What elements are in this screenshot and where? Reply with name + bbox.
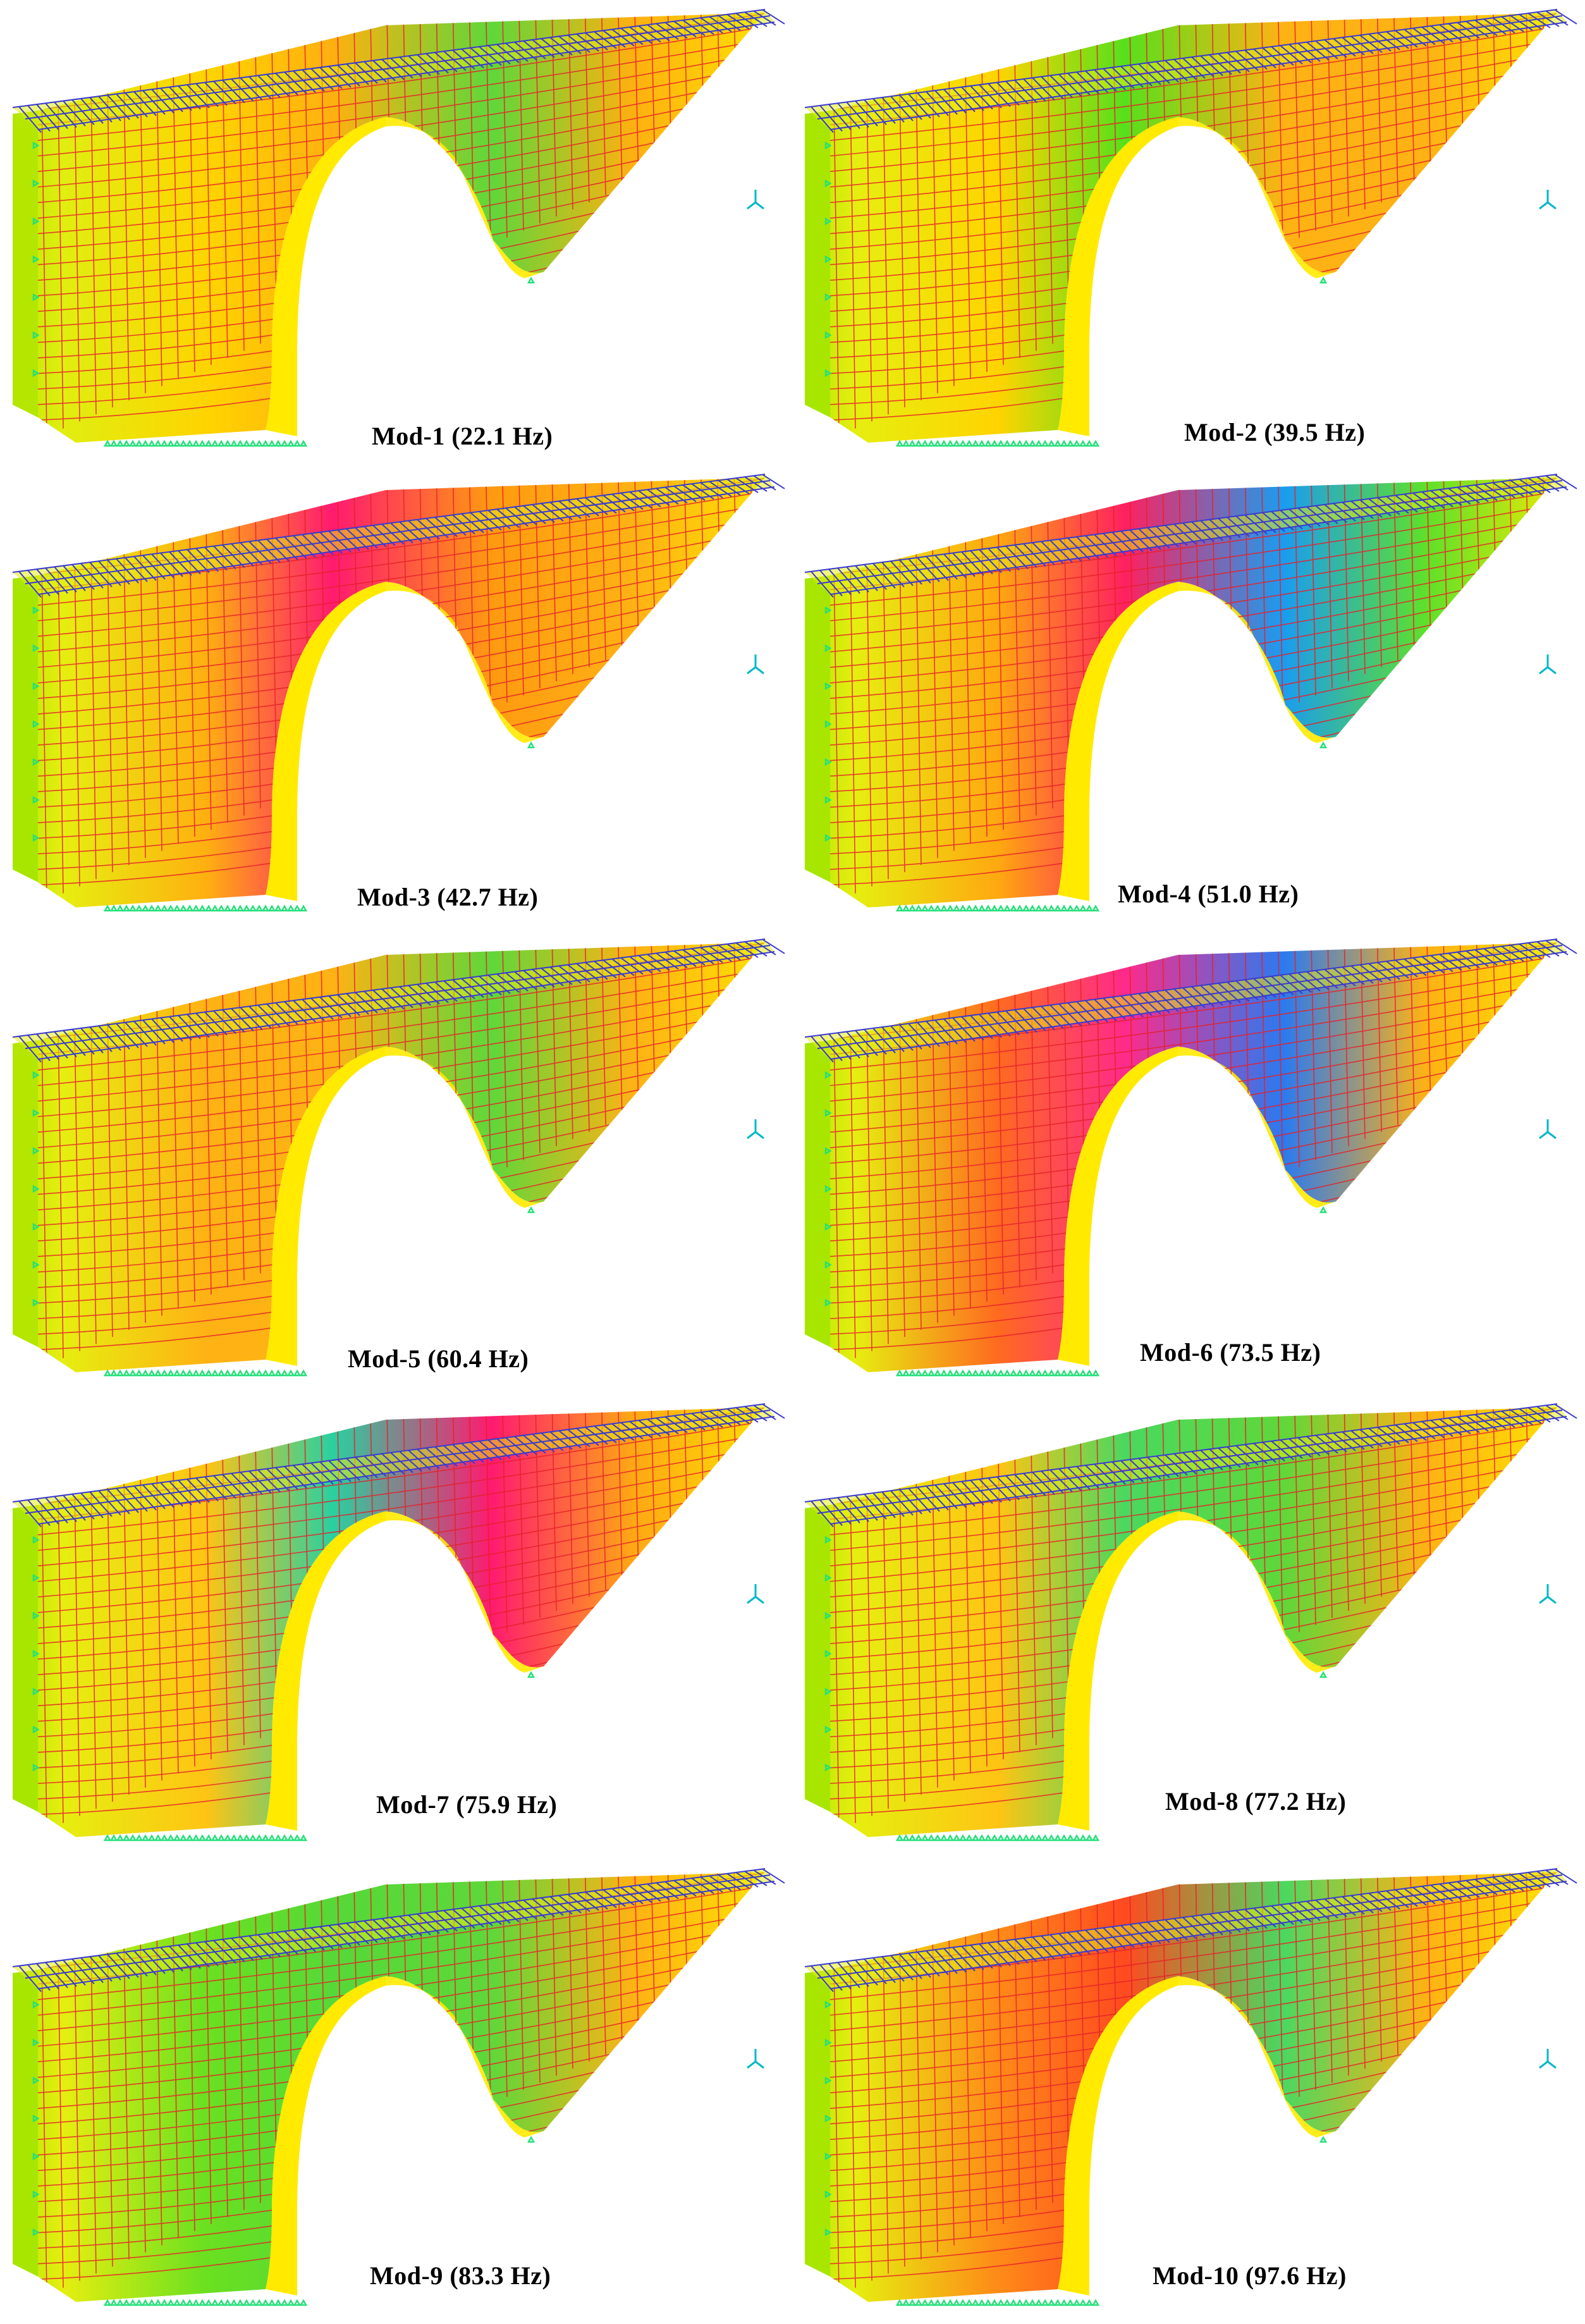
deck-parapet (12, 1403, 785, 1528)
mode-panel-6: Mod-6 (73.5 Hz) (792, 930, 1584, 1394)
bridge-mesh-1 (12, 9, 785, 447)
mode-panel-2: Mod-2 (39.5 Hz) (792, 0, 1584, 465)
deck-parapet (804, 9, 1577, 133)
axis-triad-icon (747, 1119, 764, 1140)
supports (32, 1071, 535, 1377)
bridge-mesh-8 (804, 1403, 1577, 1841)
bridge-mesh-6 (804, 938, 1577, 1377)
arch-soffit-left (1058, 1047, 1178, 1366)
bridge-mesh-2 (804, 9, 1577, 447)
end-face (13, 1970, 38, 2277)
deck-parapet (12, 938, 785, 1063)
deck-parapet (12, 9, 785, 133)
bridge-mesh-5 (12, 938, 785, 1377)
mode-panel-1: Mod-1 (22.1 Hz) (0, 0, 792, 465)
deck-parapet (804, 938, 1577, 1063)
arch-soffit-left (266, 582, 386, 901)
arch-soffit-left (1058, 1511, 1178, 1831)
mode-label-7: Mod-7 (75.9 Hz) (376, 1790, 558, 1819)
end-face (805, 1505, 830, 1812)
end-face (805, 1040, 830, 1347)
axis-triad-icon (1539, 190, 1557, 210)
arch-soffit-left (1058, 1976, 1178, 2296)
arch-soffit-left (1058, 117, 1178, 436)
mode-panel-10: Mod-10 (97.6 Hz) (792, 1859, 1584, 2324)
mode-label-8: Mod-8 (77.2 Hz) (1165, 1787, 1347, 1816)
arch-soffit-left (266, 1047, 386, 1366)
axis-triad-icon (747, 2049, 764, 2069)
deck-parapet (12, 1868, 785, 1993)
mode-label-4: Mod-4 (51.0 Hz) (1118, 880, 1299, 908)
supports (32, 1535, 535, 1841)
deck-parapet (804, 1403, 1577, 1528)
supports (32, 2000, 535, 2306)
end-face (13, 1040, 38, 1347)
supports (824, 2000, 1328, 2306)
arch-soffit-left (266, 1976, 386, 2296)
supports (32, 606, 535, 912)
mode-label-3: Mod-3 (42.7 Hz) (357, 883, 539, 911)
mode-label-6: Mod-6 (73.5 Hz) (1140, 1338, 1321, 1367)
mode-label-10: Mod-10 (97.6 Hz) (1153, 2261, 1347, 2290)
supports (824, 606, 1328, 912)
mode-panel-4: Mod-4 (51.0 Hz) (792, 465, 1584, 930)
axis-triad-icon (1539, 2049, 1557, 2069)
deck-parapet (804, 1868, 1577, 1993)
end-face (13, 1505, 38, 1812)
mode-panel-9: Mod-9 (83.3 Hz) (0, 1859, 792, 2324)
mode-label-9: Mod-9 (83.3 Hz) (370, 2261, 551, 2290)
axis-triad-icon (1539, 1584, 1557, 1604)
end-face (13, 575, 38, 882)
end-face (13, 111, 38, 417)
mode-label-5: Mod-5 (60.4 Hz) (348, 1344, 529, 1373)
arch-soffit-left (1058, 582, 1178, 901)
supports (824, 1535, 1328, 1841)
supports (32, 141, 535, 447)
bridge-mesh-4 (804, 474, 1577, 912)
axis-triad-icon (747, 1584, 764, 1604)
bridge-mesh-7 (12, 1403, 785, 1841)
supports (824, 141, 1328, 447)
bridge-mesh-9 (12, 1868, 785, 2306)
axis-triad-icon (1539, 1119, 1557, 1140)
deck-parapet (804, 474, 1577, 598)
bridge-mesh-10 (804, 1868, 1577, 2306)
mode-panel-7: Mod-7 (75.9 Hz) (0, 1394, 792, 1859)
arch-soffit-left (266, 1511, 386, 1831)
mode-panel-8: Mod-8 (77.2 Hz) (792, 1394, 1584, 1859)
mode-panel-5: Mod-5 (60.4 Hz) (0, 930, 792, 1394)
axis-triad-icon (1539, 655, 1557, 675)
supports (824, 1071, 1328, 1377)
mode-label-1: Mod-1 (22.1 Hz) (372, 422, 553, 450)
mode-label-2: Mod-2 (39.5 Hz) (1184, 418, 1366, 446)
axis-triad-icon (747, 190, 764, 210)
deck-parapet (12, 474, 785, 598)
end-face (805, 111, 830, 417)
axis-triad-icon (747, 655, 764, 675)
mode-panel-3: Mod-3 (42.7 Hz) (0, 465, 792, 930)
end-face (805, 575, 830, 882)
end-face (805, 1970, 830, 2277)
bridge-mesh-3 (12, 474, 785, 912)
arch-soffit-left (266, 117, 386, 436)
